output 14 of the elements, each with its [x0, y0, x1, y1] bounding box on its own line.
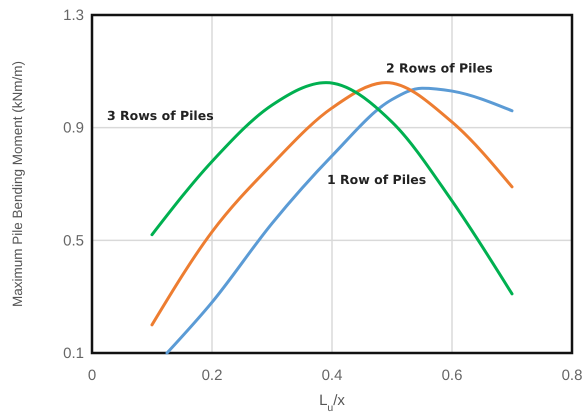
y-tick-label: 0.5 — [63, 232, 84, 250]
y-axis-title: Maximum Pile Bending Moment (kNm/m) — [10, 60, 25, 308]
series-label: 2 Rows of Piles — [386, 60, 493, 76]
x-tick-label: 0.6 — [442, 367, 462, 384]
x-tick-label: 0.4 — [322, 367, 342, 384]
y-tick-label: 0.9 — [63, 120, 84, 137]
y-tick-label: 0.1 — [63, 345, 84, 362]
text: 3 Rows of Piles — [107, 108, 214, 124]
x-tick-label: 0.2 — [202, 367, 222, 384]
x-tick-label: 0 — [88, 367, 96, 384]
x-axis-title: L$_{u}$/x — [319, 392, 346, 413]
series-label: 1 Row of Piles — [327, 172, 426, 187]
x-tick-label: 0.8 — [562, 367, 582, 384]
y-tick-label: 1.3 — [63, 7, 84, 24]
